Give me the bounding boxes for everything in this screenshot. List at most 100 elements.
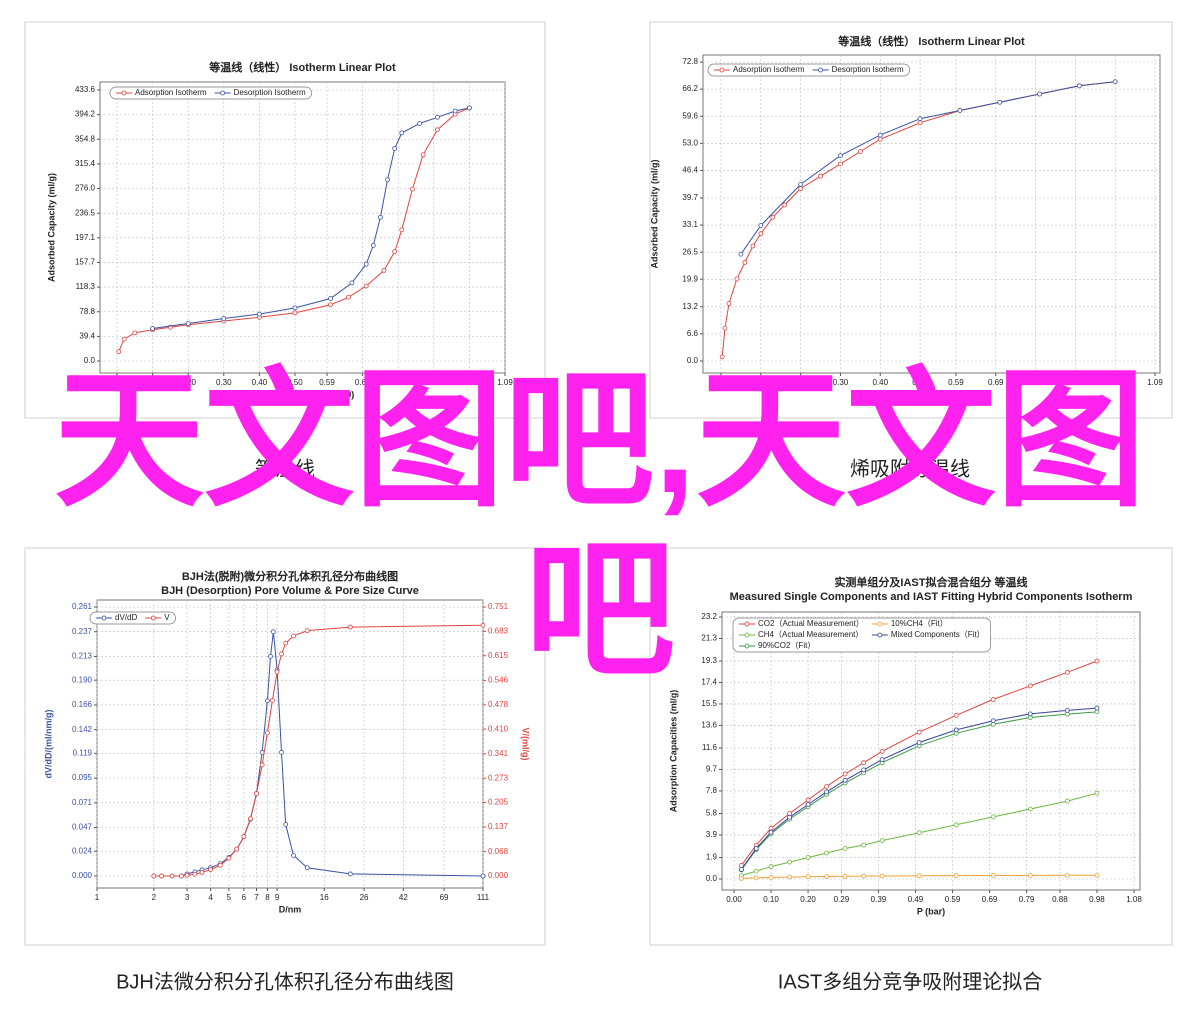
data-point	[159, 873, 165, 879]
y-tick-label: 0.166	[72, 700, 93, 709]
data-point	[363, 261, 369, 267]
x-tick-label: 7	[254, 893, 259, 902]
chart-title: 实测单组分及IAST拟合混合组分 等温线	[834, 575, 1027, 589]
data-point	[270, 698, 275, 703]
x-tick-label: 0.50	[287, 378, 303, 387]
data-point	[347, 871, 353, 877]
legend-marker	[877, 621, 883, 627]
legend: dV/dD V	[89, 611, 176, 625]
legend: CO2（Actual Measurement） CH4（Actual Measur…	[732, 617, 991, 653]
x-axis-label: D/nm	[279, 904, 302, 914]
data-point	[234, 846, 240, 852]
data-point	[381, 267, 387, 273]
data-point	[392, 146, 398, 151]
x-axis-label: Relative Pressure (P/P0)	[880, 389, 984, 399]
x-tick-label: 0.10	[145, 378, 161, 387]
data-point	[805, 797, 811, 803]
x-tick-label: 69	[440, 893, 449, 902]
data-point	[226, 855, 232, 861]
y-tick-label: 0.237	[72, 627, 93, 636]
legend: Adsorption Isotherm Desorption Isotherm	[109, 86, 312, 100]
legend-marker	[744, 643, 750, 649]
data-point	[1027, 806, 1033, 812]
y-tick-label: 315.4	[75, 159, 96, 168]
y-tick-label: 276.0	[75, 184, 96, 193]
data-point	[782, 202, 788, 208]
y2-tick-label: 0.615	[488, 651, 509, 660]
y-tick-label: 39.7	[682, 193, 698, 202]
x-tick-label: 0.30	[216, 378, 232, 387]
legend-label: dV/dD	[115, 613, 137, 622]
data-point	[116, 349, 122, 355]
legend-label: CH4（Actual Measurement）	[758, 630, 863, 639]
data-point	[877, 132, 883, 138]
data-point	[480, 873, 486, 879]
data-point	[279, 651, 284, 657]
data-point	[256, 311, 262, 317]
data-point	[879, 838, 885, 844]
legend-marker	[744, 632, 750, 638]
y-tick-label: 66.2	[682, 84, 698, 93]
y2-tick-label: 0.410	[488, 724, 509, 733]
x-tick-label: 0.89	[1068, 378, 1084, 387]
data-point	[742, 260, 748, 265]
data-point	[857, 149, 863, 154]
data-point	[719, 354, 725, 360]
legend-label: 10%CH4（Fit）	[891, 619, 948, 628]
y-tick-label: 72.8	[682, 57, 698, 66]
data-point	[169, 873, 175, 879]
y-tick-label: 0.142	[72, 725, 93, 734]
data-point	[842, 846, 848, 851]
x-tick-label: 111	[477, 893, 490, 902]
legend-label: V	[164, 613, 170, 622]
data-point	[1094, 658, 1100, 664]
data-point	[1094, 872, 1100, 878]
data-point	[241, 834, 247, 839]
chart-subtitle: Measured Single Components and IAST Fitt…	[730, 591, 1133, 603]
data-point	[417, 121, 422, 126]
y-axis-label: Adsorbed Capacity (ml/g)	[649, 159, 659, 268]
y2-tick-label: 0.000	[488, 871, 509, 880]
data-point	[770, 214, 776, 220]
data-point	[385, 177, 390, 183]
y-tick-label: 354.8	[75, 134, 96, 143]
data-point	[192, 871, 198, 877]
data-point	[1064, 707, 1070, 713]
x-tick-label: 16	[320, 893, 329, 902]
chart-title: 等温线（线性） Isotherm Linear Plot	[837, 34, 1025, 48]
x-tick-label: 0.10	[763, 895, 779, 904]
y-tick-label: 0.024	[72, 846, 93, 855]
data-point	[304, 865, 310, 871]
data-point	[208, 867, 214, 872]
data-point	[879, 873, 885, 879]
data-point	[345, 294, 351, 300]
x-tick-label: 1	[95, 893, 100, 902]
data-point	[1027, 683, 1033, 689]
y-tick-label: 0.261	[72, 602, 93, 611]
y-tick-label: 6.6	[687, 329, 699, 338]
x-axis-label: Relative Pressure (P/P0)	[251, 389, 355, 399]
y-tick-label: 236.5	[75, 208, 96, 217]
y-tick-label: 7.8	[706, 786, 718, 795]
data-point	[178, 873, 184, 879]
data-point	[842, 873, 848, 879]
y-tick-label: 21.3	[701, 634, 717, 643]
y-tick-label: 433.6	[75, 85, 96, 94]
y2-tick-label: 0.137	[488, 822, 509, 831]
x-tick-label: 0.10	[753, 378, 769, 387]
data-point	[838, 161, 843, 167]
x-tick-label: 0.20	[793, 378, 809, 387]
data-point	[753, 846, 759, 851]
plot-area	[721, 611, 1141, 891]
data-point	[916, 729, 922, 735]
x-tick-label: 0.99	[1107, 378, 1123, 387]
chart-subtitle: BJH (Desorption) Pore Volume & Pore Size…	[161, 585, 419, 597]
legend: Adsorption Isotherm Desorption Isotherm	[707, 63, 910, 77]
legend-marker	[150, 615, 156, 621]
x-tick-label: 0.00	[109, 378, 125, 387]
data-point	[1064, 669, 1070, 675]
y-tick-label: 0.0	[84, 356, 96, 365]
y-tick-label: 0.095	[72, 773, 93, 782]
y2-tick-label: 0.068	[488, 847, 509, 856]
